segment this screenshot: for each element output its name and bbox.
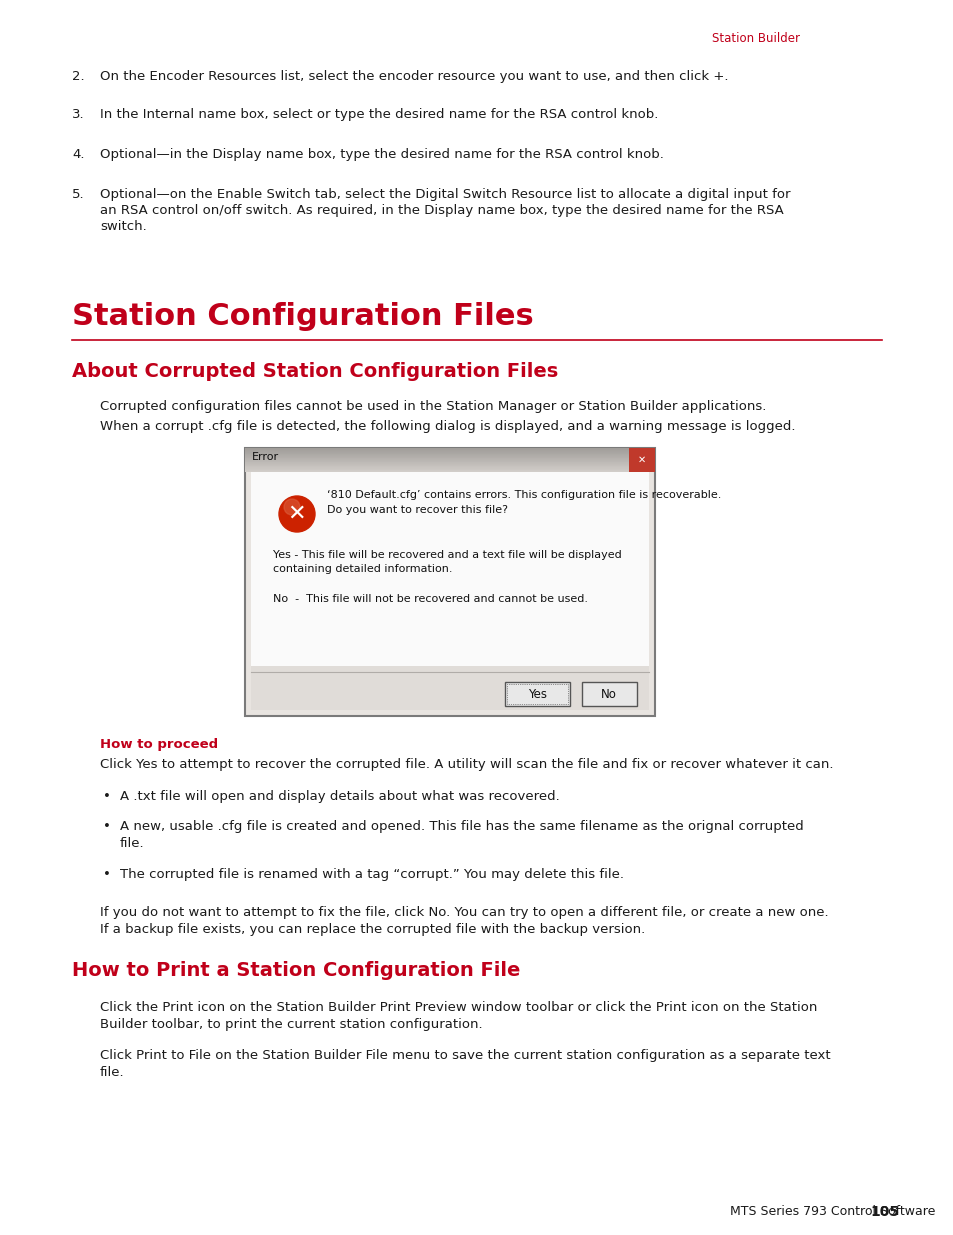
Text: A new, usable .cfg file is created and opened. This file has the same filename a: A new, usable .cfg file is created and o… [120,820,803,832]
Text: 3.: 3. [71,107,85,121]
Text: an RSA control on/off switch. As required, in the Display name box, type the des: an RSA control on/off switch. As require… [100,204,783,217]
Text: switch.: switch. [100,220,147,233]
Text: Click the Print icon on the Station Builder Print Preview window toolbar or clic: Click the Print icon on the Station Buil… [100,1002,817,1014]
FancyBboxPatch shape [581,682,637,706]
Text: Station Builder: Station Builder [711,32,800,44]
Text: Do you want to recover this file?: Do you want to recover this file? [327,505,507,515]
Text: •: • [103,820,111,832]
Text: Optional—in the Display name box, type the desired name for the RSA control knob: Optional—in the Display name box, type t… [100,148,663,161]
Text: 4.: 4. [71,148,85,161]
Text: 105: 105 [869,1205,898,1219]
Text: Builder toolbar, to print the current station configuration.: Builder toolbar, to print the current st… [100,1018,482,1031]
Text: ✕: ✕ [288,504,306,524]
Text: About Corrupted Station Configuration Files: About Corrupted Station Configuration Fi… [71,362,558,382]
Text: MTS Series 793 Control Software: MTS Series 793 Control Software [729,1205,943,1218]
Circle shape [278,496,314,532]
Text: Corrupted configuration files cannot be used in the Station Manager or Station B: Corrupted configuration files cannot be … [100,400,765,412]
Text: •: • [103,868,111,881]
Text: Click Print to File on the Station Builder File menu to save the current station: Click Print to File on the Station Build… [100,1049,830,1062]
Text: No: No [600,688,617,700]
Text: containing detailed information.: containing detailed information. [273,564,452,574]
Text: file.: file. [120,837,145,850]
Text: When a corrupt .cfg file is detected, the following dialog is displayed, and a w: When a corrupt .cfg file is detected, th… [100,420,795,433]
Text: If a backup file exists, you can replace the corrupted file with the backup vers: If a backup file exists, you can replace… [100,923,644,936]
Text: No  -  This file will not be recovered and cannot be used.: No - This file will not be recovered and… [273,594,587,604]
Text: How to Print a Station Configuration File: How to Print a Station Configuration Fil… [71,961,519,981]
Bar [251,472,648,672]
Text: The corrupted file is renamed with a tag “corrupt.” You may delete this file.: The corrupted file is renamed with a tag… [120,868,623,881]
Circle shape [284,499,299,515]
Bar [245,448,655,716]
Text: ✕: ✕ [638,454,645,466]
Text: Station Configuration Files: Station Configuration Files [71,303,533,331]
Text: In the Internal name box, select or type the desired name for the RSA control kn: In the Internal name box, select or type… [100,107,658,121]
Text: Error: Error [252,452,279,462]
Text: •: • [103,790,111,803]
Text: Click Yes to attempt to recover the corrupted file. A utility will scan the file: Click Yes to attempt to recover the corr… [100,758,833,771]
Text: 2.: 2. [71,70,85,83]
Text: A .txt file will open and display details about what was recovered.: A .txt file will open and display detail… [120,790,559,803]
Text: Optional—on the Enable Switch tab, select the Digital Switch Resource list to al: Optional—on the Enable Switch tab, selec… [100,188,790,201]
Text: If you do not want to attempt to fix the file, click No. You can try to open a d: If you do not want to attempt to fix the… [100,906,828,919]
Bar [628,448,655,472]
Bar [251,666,648,710]
Text: Yes: Yes [527,688,546,700]
Text: file.: file. [100,1066,125,1079]
FancyBboxPatch shape [504,682,569,706]
Text: 5.: 5. [71,188,85,201]
Text: ‘810 Default.cfg’ contains errors. This configuration file is recoverable.: ‘810 Default.cfg’ contains errors. This … [327,490,720,500]
Text: On the Encoder Resources list, select the encoder resource you want to use, and : On the Encoder Resources list, select th… [100,70,728,83]
Text: How to proceed: How to proceed [100,739,218,751]
Text: Yes - This file will be recovered and a text file will be displayed: Yes - This file will be recovered and a … [273,550,621,559]
